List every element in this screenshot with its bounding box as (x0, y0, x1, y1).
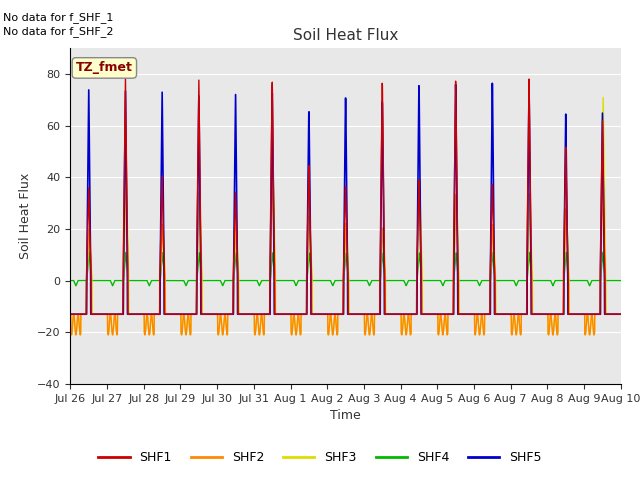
SHF4 (67, 278, 74, 284)
SHF1 (129, 312, 137, 317)
SHF5 (301, 312, 309, 317)
SHF3 (607, 312, 614, 317)
X-axis label: Time: Time (330, 409, 361, 422)
Line: SHF5: SHF5 (70, 84, 621, 314)
SHF1 (278, 312, 285, 317)
Line: SHF4: SHF4 (70, 252, 621, 286)
SHF2 (68, 332, 76, 338)
Line: SHF1: SHF1 (70, 78, 621, 314)
SHF3 (162, 312, 170, 317)
SHF5 (129, 312, 137, 317)
SHF5 (547, 312, 555, 317)
SHF1 (67, 312, 74, 317)
SHF2 (162, 312, 170, 317)
SHF3 (67, 312, 74, 317)
SHF4 (278, 278, 285, 284)
SHF5 (488, 81, 496, 86)
SHF2 (278, 312, 285, 317)
SHF1 (547, 312, 555, 317)
Text: No data for f_SHF_1: No data for f_SHF_1 (3, 12, 113, 23)
SHF3 (278, 312, 285, 317)
SHF3 (301, 312, 309, 317)
Line: SHF2: SHF2 (70, 170, 621, 335)
SHF5 (606, 312, 614, 317)
SHF4 (607, 278, 614, 284)
SHF3 (68, 332, 76, 338)
SHF2 (67, 312, 74, 317)
Text: No data for f_SHF_2: No data for f_SHF_2 (3, 26, 114, 37)
SHF4 (599, 250, 607, 255)
SHF1 (162, 312, 170, 317)
SHF5 (162, 312, 170, 317)
SHF3 (617, 312, 625, 317)
SHF2 (547, 312, 555, 318)
SHF5 (67, 312, 74, 317)
SHF2 (607, 312, 614, 317)
SHF1 (606, 312, 614, 317)
Title: Soil Heat Flux: Soil Heat Flux (293, 28, 398, 43)
SHF3 (599, 95, 607, 100)
SHF2 (617, 312, 625, 317)
SHF2 (302, 312, 310, 317)
SHF1 (301, 312, 309, 317)
SHF1 (122, 75, 129, 81)
SHF5 (278, 312, 285, 317)
Text: TZ_fmet: TZ_fmet (76, 61, 132, 74)
SHF4 (129, 278, 137, 284)
Legend: SHF1, SHF2, SHF3, SHF4, SHF5: SHF1, SHF2, SHF3, SHF4, SHF5 (93, 446, 547, 469)
SHF4 (301, 278, 309, 284)
SHF4 (162, 278, 170, 284)
SHF4 (72, 283, 80, 288)
Line: SHF3: SHF3 (70, 97, 621, 335)
SHF4 (617, 278, 625, 284)
SHF4 (547, 278, 555, 284)
Y-axis label: Soil Heat Flux: Soil Heat Flux (19, 173, 31, 259)
SHF1 (617, 312, 625, 317)
SHF2 (129, 312, 137, 317)
SHF5 (617, 312, 625, 317)
SHF3 (547, 312, 555, 317)
SHF3 (129, 312, 137, 317)
SHF2 (269, 167, 276, 173)
